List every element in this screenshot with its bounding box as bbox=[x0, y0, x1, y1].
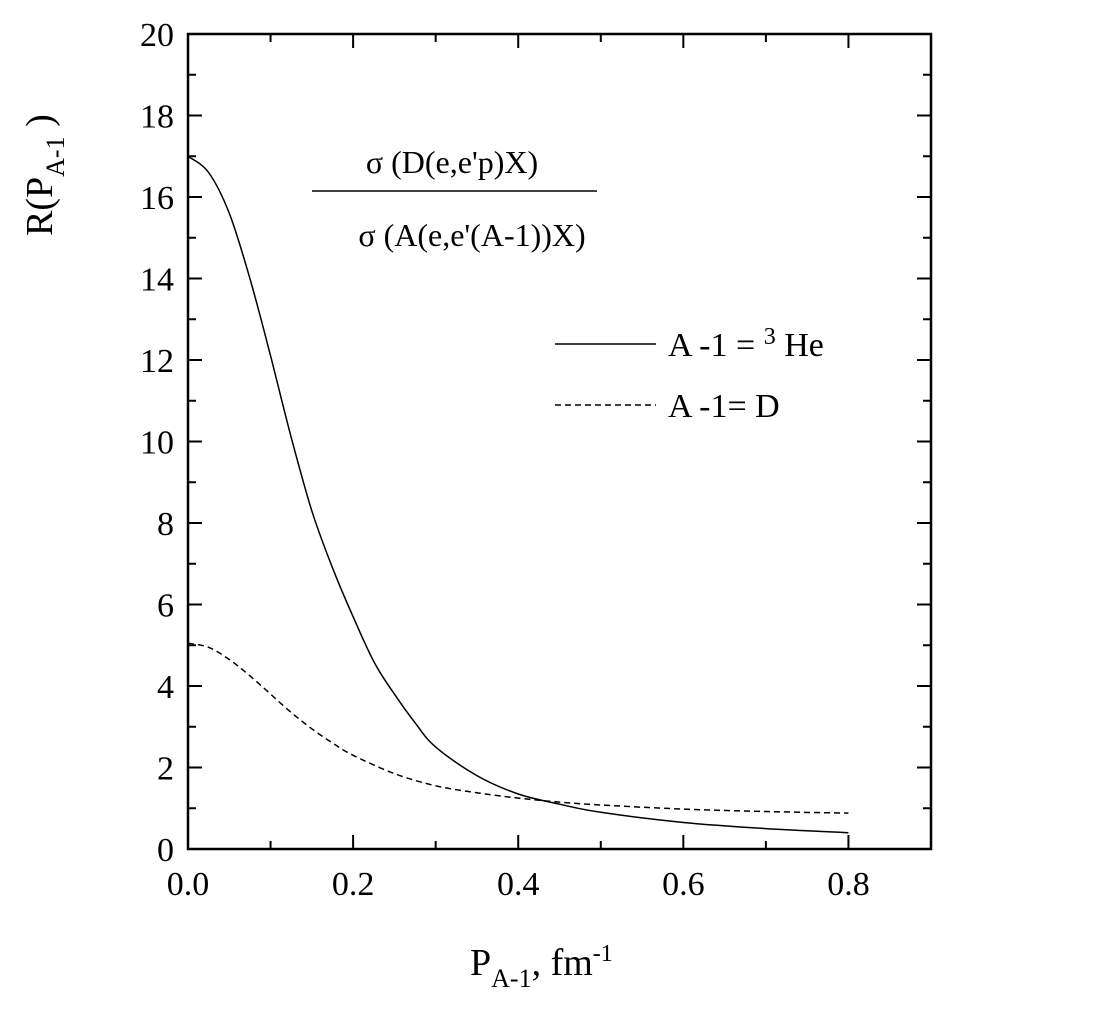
legend-label-he3-after: He bbox=[776, 327, 824, 364]
y-axis-title-main: R(P bbox=[19, 177, 61, 236]
x-tick-label: 0.6 bbox=[662, 866, 705, 903]
series-line-he3 bbox=[187, 155, 849, 834]
y-tick-label: 10 bbox=[140, 425, 174, 462]
x-axis-title-main: P bbox=[470, 942, 491, 984]
y-tick-label: 6 bbox=[157, 588, 174, 625]
x-axis-title-sub: A-1 bbox=[491, 964, 531, 993]
y-tick-label: 14 bbox=[140, 262, 174, 299]
y-tick-label: 2 bbox=[157, 751, 174, 788]
x-tick-label: 0.0 bbox=[167, 866, 210, 903]
x-tick-label: 0.4 bbox=[497, 866, 540, 903]
axis-ticks bbox=[187, 33, 932, 850]
legend-label-he3-sup: 3 bbox=[764, 324, 776, 350]
x-axis-title-sup: -1 bbox=[593, 941, 613, 967]
legend: A -1 = 3 He A -1= D bbox=[555, 324, 824, 425]
y-tick-label: 18 bbox=[140, 99, 174, 136]
y-axis-title-sub: A-1 bbox=[41, 136, 70, 176]
tick-labels: 0.0 0.2 0.4 0.6 0.8 0 2 4 6 8 10 12 14 16 18 20 bbox=[140, 17, 870, 903]
y-tick-label: 0 bbox=[157, 832, 174, 869]
y-tick-label: 8 bbox=[157, 506, 174, 543]
y-tick-label: 12 bbox=[140, 343, 174, 380]
annotation-denominator: σ (A(e,e'(A-1))X) bbox=[358, 217, 585, 253]
legend-label-he3: A -1 = 3 He bbox=[668, 324, 824, 364]
x-tick-label: 0.2 bbox=[332, 866, 375, 903]
y-tick-label: 20 bbox=[140, 17, 174, 54]
legend-label-he3-before: A -1 = bbox=[668, 327, 764, 364]
x-axis-title-rest: , fm bbox=[532, 942, 593, 984]
x-tick-label: 0.8 bbox=[827, 866, 870, 903]
y-axis-title: R(PA-1 ) bbox=[19, 114, 70, 236]
x-axis-title: PA-1, fm-1 bbox=[470, 941, 613, 993]
y-axis-title-rest: ) bbox=[19, 114, 61, 136]
y-tick-label: 16 bbox=[140, 180, 174, 217]
series-line-d bbox=[187, 642, 849, 814]
y-tick-label: 4 bbox=[157, 669, 174, 706]
series-lines bbox=[187, 155, 849, 834]
plot-frame bbox=[186, 32, 933, 851]
legend-label-d: A -1= D bbox=[668, 388, 780, 425]
annotation-numerator: σ (D(e,e'p)X) bbox=[366, 144, 538, 180]
